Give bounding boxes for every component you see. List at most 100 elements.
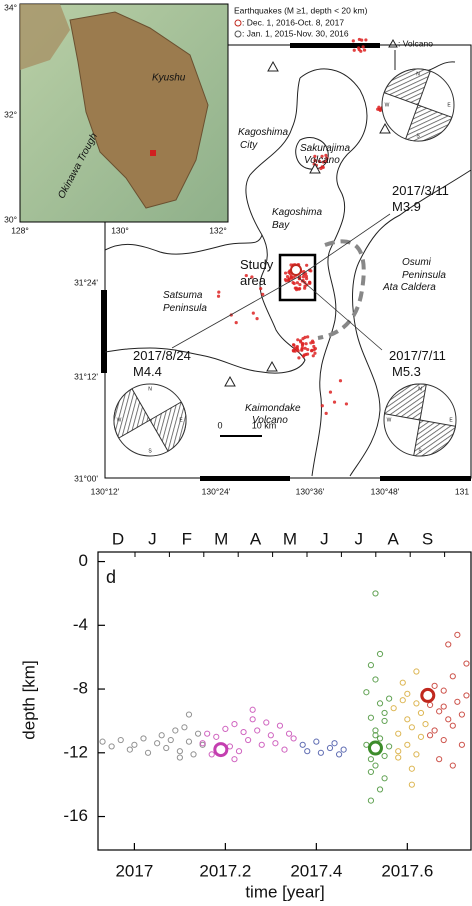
epicenter [362, 45, 365, 48]
y-tick-label: -4 [73, 615, 88, 634]
epicenter [301, 342, 304, 345]
epicenter [295, 346, 298, 349]
epicenter [300, 348, 303, 351]
epicenter [308, 282, 311, 285]
month-label: J [148, 529, 157, 548]
epicenter [357, 46, 360, 49]
legend-item: : Dec. 1, 2016-Oct. 8, 2017 [242, 17, 344, 27]
epicenter [297, 349, 300, 352]
lon-label: 131 [455, 486, 469, 496]
beachball-letter: N [148, 386, 152, 392]
x-tick-label: 2017.2 [199, 861, 251, 880]
frame-bar [380, 476, 471, 481]
epicenter [305, 275, 308, 278]
epicenter [306, 348, 309, 351]
epicenter [352, 39, 355, 42]
beachball-letter: W [387, 417, 392, 423]
epicenter [295, 288, 298, 291]
epicenter [321, 404, 324, 407]
epicenter [288, 277, 291, 280]
epicenter [235, 321, 238, 324]
lon-label: 130°48' [371, 486, 400, 496]
epicenter [305, 264, 308, 267]
epicenter [296, 338, 299, 341]
month-label: S [422, 529, 433, 548]
epicenter [379, 109, 382, 112]
epicenter [255, 317, 258, 320]
place-label: Ata Caldera [382, 282, 436, 293]
y-tick-label: -8 [73, 679, 88, 698]
epicenter [261, 293, 264, 296]
legend-item: : Volcano [398, 38, 433, 48]
epicenter [363, 48, 366, 51]
month-label: D [112, 529, 124, 548]
lon-label: 130°36' [296, 486, 325, 496]
inset-label: Kyushu [152, 73, 186, 84]
study-location [150, 150, 156, 156]
frame-bar [101, 290, 107, 373]
epicenter [252, 312, 255, 315]
epicenter [377, 106, 380, 109]
epicenter [312, 345, 315, 348]
map-legend: Earthquakes (M ≥1, depth < 20 km) : Dec.… [234, 5, 433, 48]
epicenter [310, 349, 313, 352]
month-label: M [214, 529, 228, 548]
page: { "map": { "inset": {"lat_labels": ["34°… [0, 0, 472, 906]
figure: KagoshimaCity SakurajimaVolcano Kagoshim… [0, 0, 472, 906]
epicenter [298, 287, 301, 290]
scale-label: 0 [217, 420, 222, 430]
epicenter [319, 167, 322, 170]
epicenter [292, 343, 295, 346]
mainshock-marker [291, 265, 301, 275]
epicenter [302, 275, 305, 278]
month-label: A [250, 529, 262, 548]
epicenter [297, 356, 300, 359]
epicenter [217, 295, 220, 298]
legend-marker [235, 31, 241, 37]
epicenter [305, 342, 308, 345]
epicenter [329, 390, 332, 393]
epicenter [306, 335, 309, 338]
month-label: M [283, 529, 297, 548]
lon-label: 130°24' [202, 486, 231, 496]
y-axis-title: depth [km] [19, 660, 38, 739]
inset-lat: 32° [4, 109, 17, 119]
y-tick-label: -12 [63, 742, 88, 761]
epicenter [293, 282, 296, 285]
x-tick-label: 2017.6 [381, 861, 433, 880]
epicenter [284, 278, 287, 281]
epicenter [292, 349, 295, 352]
epicenter [284, 271, 287, 274]
month-label: J [320, 529, 329, 548]
frame-bar [200, 476, 290, 481]
epicenter [364, 38, 367, 41]
panel-label: d [106, 567, 116, 587]
beachball-letter: N [418, 386, 422, 392]
epicenter [353, 49, 356, 52]
beachball-letter: W [385, 102, 390, 108]
epicenter [312, 354, 315, 357]
lon-label: 130°12' [91, 486, 120, 496]
legend-marker [235, 20, 241, 26]
inset-lon: 128° [11, 225, 29, 235]
y-tick-label: -16 [63, 806, 88, 825]
epicenter [333, 401, 336, 404]
epicenter [298, 283, 301, 286]
lat-label: 31°24' [74, 277, 98, 287]
epicenter [306, 352, 309, 355]
depth-chart: d time [year] depth [km] 0 -4 -8 -12 -16 2017… [19, 529, 471, 901]
legend-title: Earthquakes (M ≥1, depth < 20 km) [234, 5, 368, 15]
epicenter [303, 336, 306, 339]
inset-lat: 30° [4, 214, 17, 224]
lat-label: 31°00' [74, 473, 98, 483]
event-marker [369, 742, 381, 754]
scale-label: 10 km [252, 420, 277, 430]
y-tick-label: 0 [79, 551, 88, 570]
lat-label: 31°12' [74, 371, 98, 381]
epicenter [303, 354, 306, 357]
month-label: J [355, 529, 364, 548]
x-axis-title: time [year] [245, 882, 324, 901]
inset-lon: 130° [111, 225, 129, 235]
inset-lon: 132° [209, 225, 227, 235]
event-marker [215, 744, 227, 756]
